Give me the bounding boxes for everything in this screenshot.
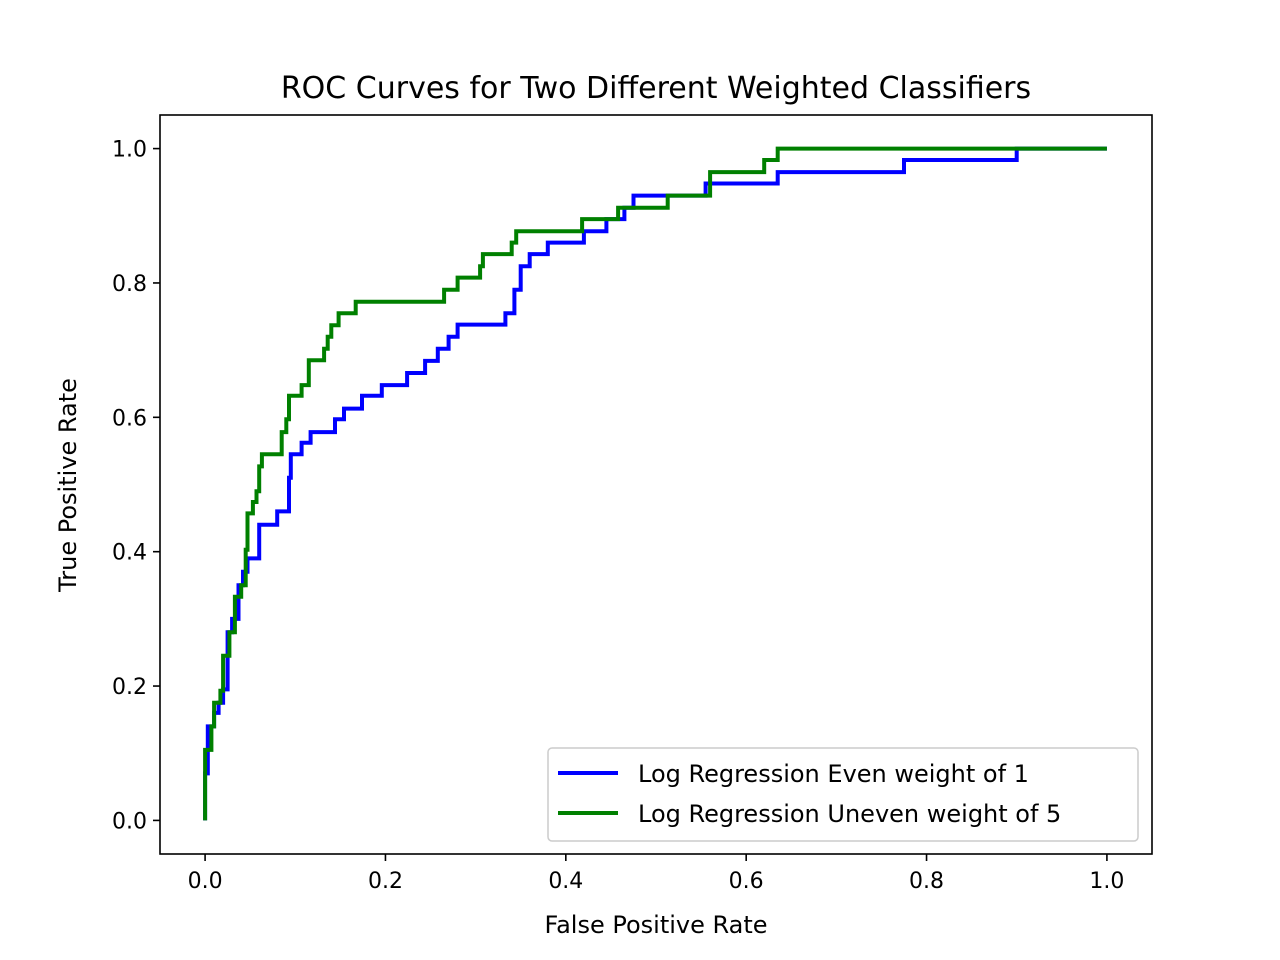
legend-box bbox=[547, 747, 1139, 842]
y-tick-label: 0.8 bbox=[112, 272, 147, 297]
series-line-2 bbox=[203, 146, 1107, 821]
y-axis-label: True Positive Rate bbox=[54, 378, 82, 593]
x-tick-label: 0.4 bbox=[548, 869, 583, 894]
legend-label-2: Log Regression Uneven weight of 5 bbox=[638, 800, 1061, 828]
y-tick-label: 1.0 bbox=[112, 138, 147, 163]
chart-title: ROC Curves for Two Different Weighted Cl… bbox=[281, 71, 1031, 106]
x-tick-label: 0.0 bbox=[188, 869, 223, 894]
series-layer bbox=[203, 146, 1107, 821]
y-tick-label: 0.6 bbox=[112, 406, 147, 431]
x-tick-label: 1.0 bbox=[1089, 869, 1124, 894]
plot-frame bbox=[159, 114, 1153, 855]
y-tick-label: 0.2 bbox=[112, 675, 147, 700]
y-axis: 0.0 0.2 0.4 0.6 0.8 1.0 bbox=[112, 138, 160, 834]
x-axis: 0.0 0.2 0.4 0.6 0.8 1.0 bbox=[188, 854, 1124, 894]
x-tick-label: 0.6 bbox=[729, 869, 764, 894]
legend: Log Regression Even weight of 1 Log Regre… bbox=[547, 747, 1139, 842]
x-tick-label: 0.8 bbox=[909, 869, 944, 894]
y-tick-label: 0.0 bbox=[112, 809, 147, 834]
y-tick-label: 0.4 bbox=[112, 541, 147, 566]
x-axis-label: False Positive Rate bbox=[544, 911, 767, 939]
x-tick-label: 0.2 bbox=[368, 869, 403, 894]
legend-label-1: Log Regression Even weight of 1 bbox=[638, 760, 1029, 788]
